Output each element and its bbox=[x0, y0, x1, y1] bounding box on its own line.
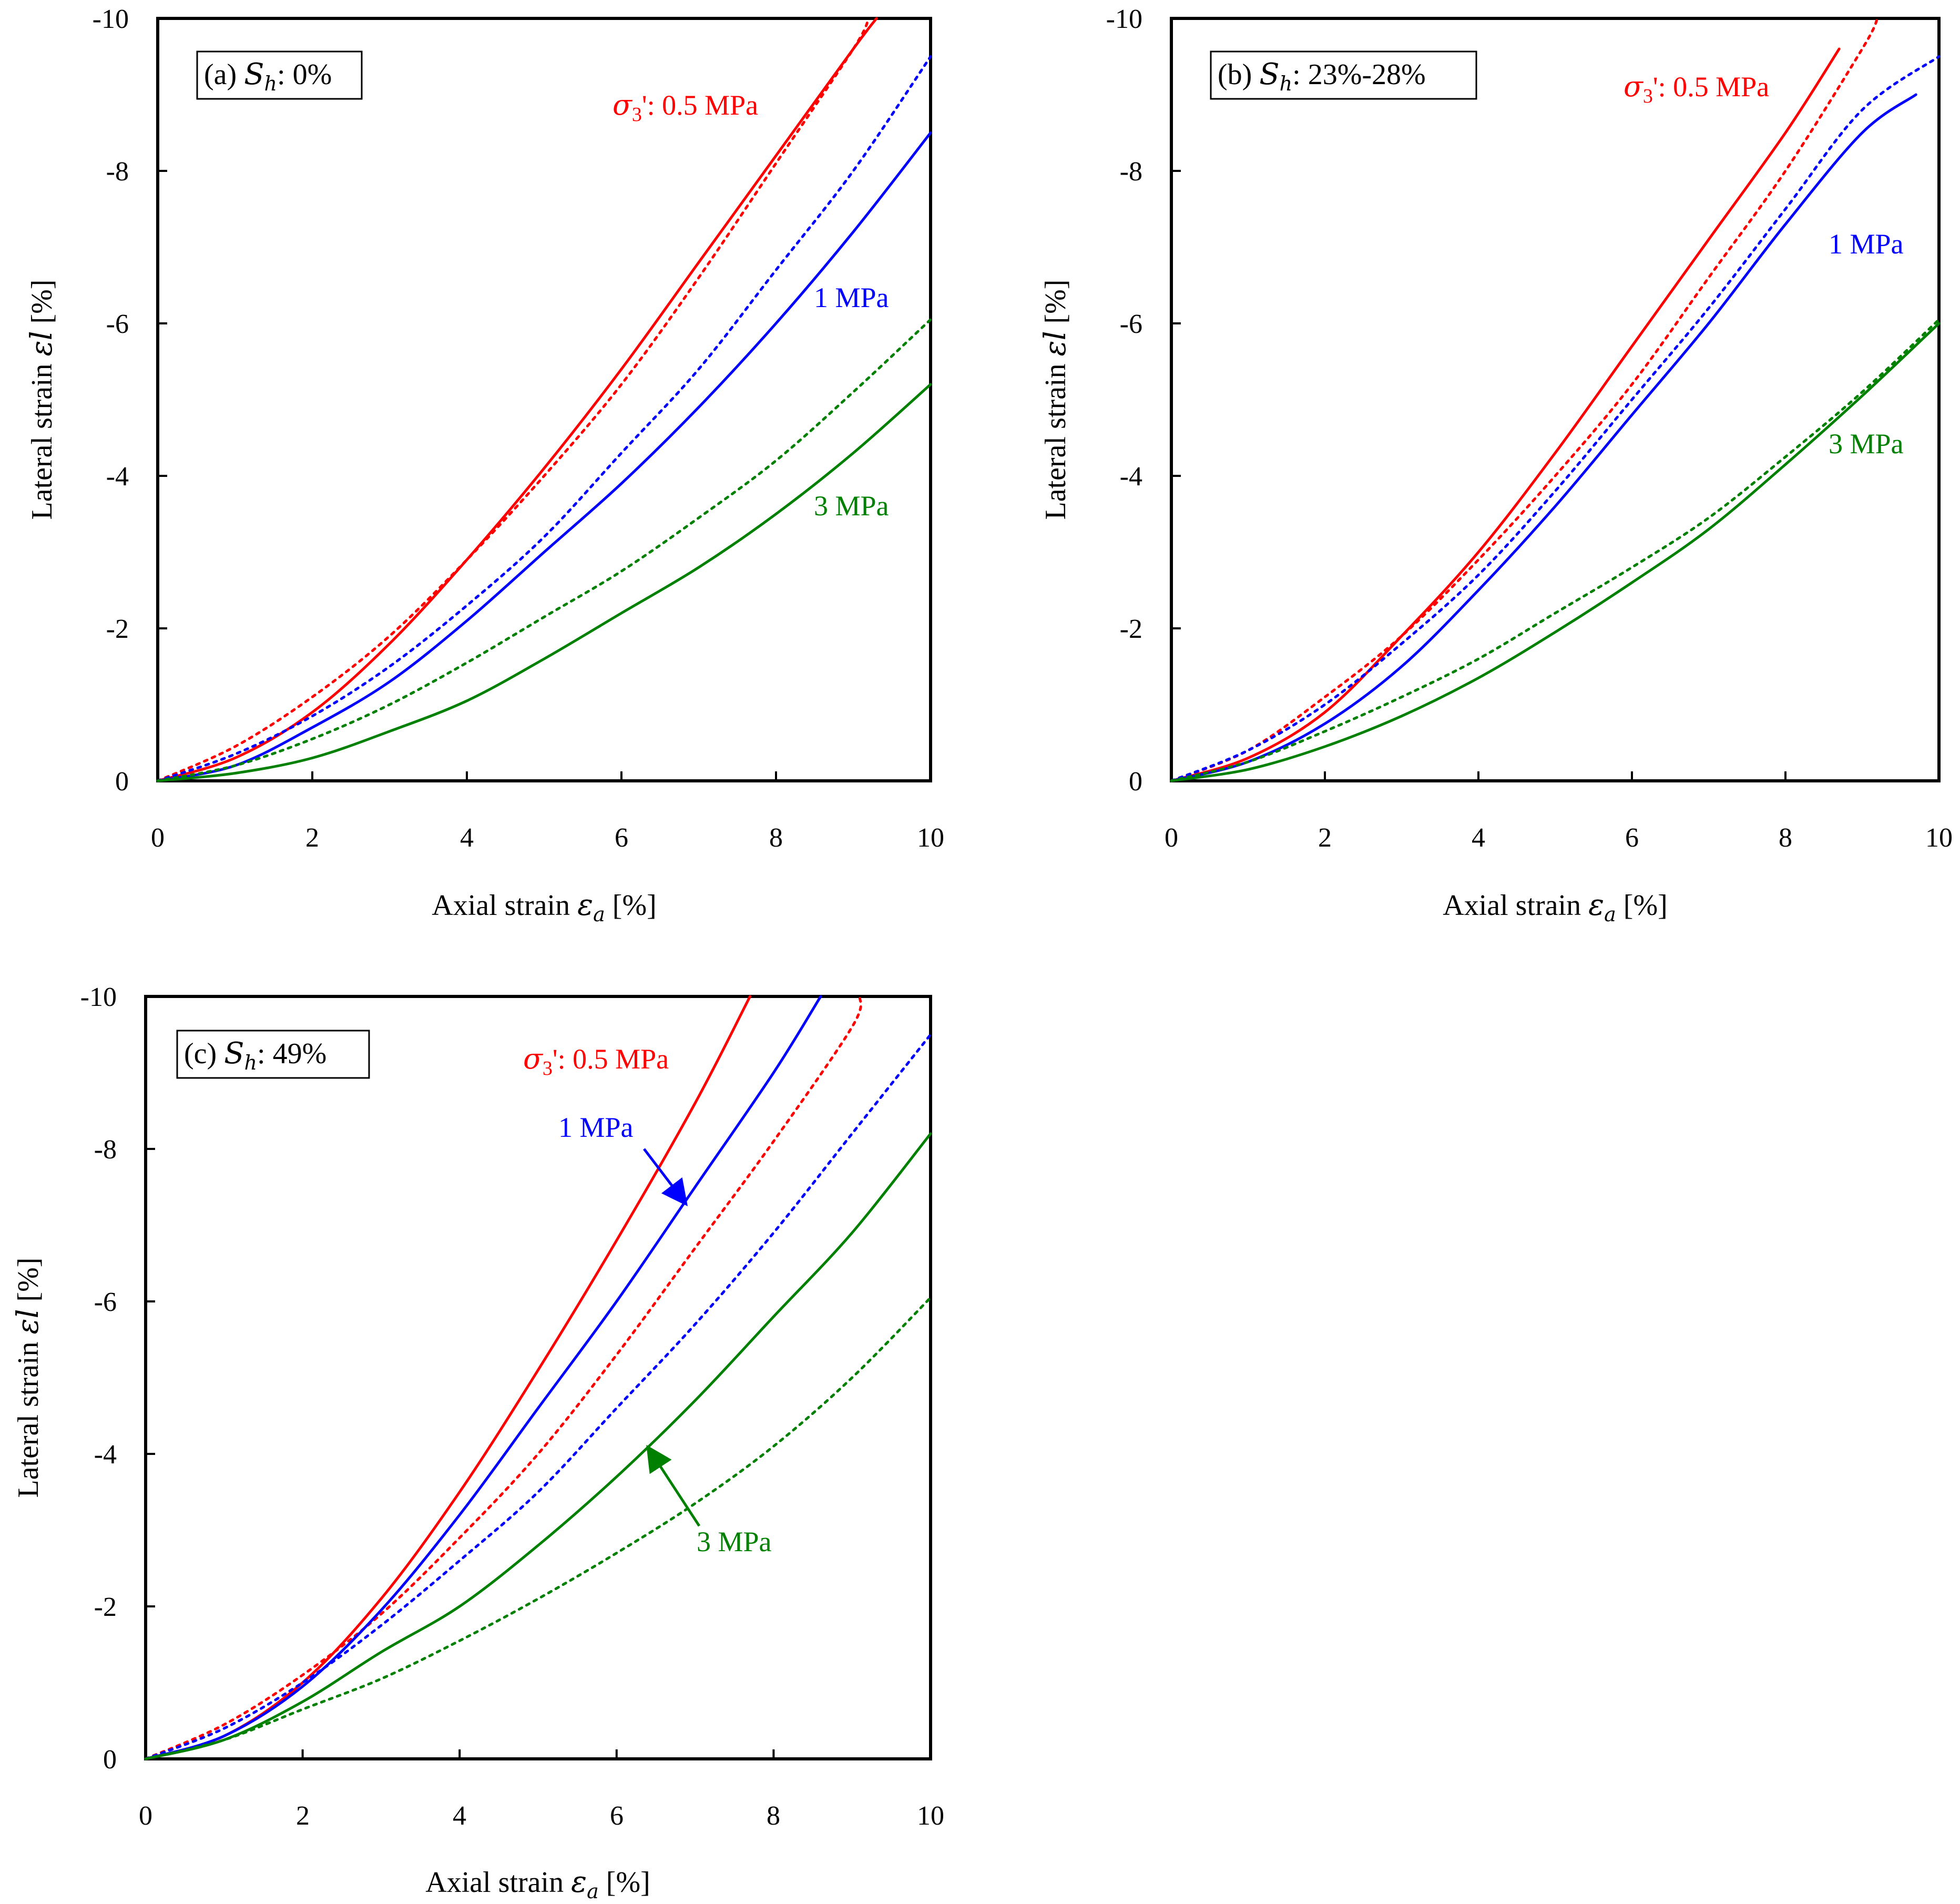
series-0p5mpa-solid bbox=[1170, 47, 1841, 782]
x-tick-label: 4 bbox=[453, 1801, 466, 1831]
label-1mpa: 1 MPa bbox=[1829, 228, 1904, 260]
y-axis-title: Lateral strain εl [%] bbox=[11, 1258, 45, 1498]
panel-label-box bbox=[196, 50, 363, 100]
x-tick-label: 8 bbox=[769, 823, 783, 853]
series-layer bbox=[144, 995, 932, 1760]
panel-label: (a) Sh: 0% bbox=[204, 57, 332, 95]
x-axis-title: Axial strain εa [%] bbox=[425, 1865, 650, 1903]
x-tick-label: 2 bbox=[296, 1801, 310, 1831]
y-axis-title: Lateral strain εl [%] bbox=[25, 280, 59, 520]
x-tick-label: 0 bbox=[139, 1801, 152, 1831]
x-tick-label: 6 bbox=[615, 823, 628, 853]
arrow-1mpa bbox=[643, 1148, 688, 1206]
panel-a: 0 -2 -4 -6 -8 -10 0 2 4 6 8 10 Axial str… bbox=[25, 4, 944, 926]
label-1mpa: 1 MPa bbox=[558, 1112, 634, 1143]
plot-frame bbox=[156, 17, 932, 782]
y-tick-label: -6 bbox=[1120, 309, 1142, 339]
y-tick-label: -2 bbox=[106, 614, 129, 644]
x-axis-title: Axial strain εa [%] bbox=[432, 888, 657, 926]
series-layer bbox=[156, 17, 932, 782]
sigma-label: σ3': 0.5 MPa bbox=[1624, 70, 1769, 107]
y-tick-label: 0 bbox=[115, 767, 129, 797]
label-3mpa: 3 MPa bbox=[1829, 428, 1904, 460]
series-1mpa-dotted bbox=[156, 55, 932, 782]
x-tick-label: 0 bbox=[151, 823, 165, 853]
panel-label: (b) Sh: 23%-28% bbox=[1218, 57, 1426, 95]
y-tick-label: -8 bbox=[106, 157, 129, 187]
series-0p5mpa-dotted bbox=[156, 17, 870, 782]
y-tick-label: -2 bbox=[1120, 614, 1142, 644]
label-3mpa: 3 MPa bbox=[814, 490, 889, 522]
series-layer bbox=[1170, 17, 1941, 782]
x-tick-label: 4 bbox=[460, 823, 474, 853]
panel-label-box bbox=[1210, 50, 1477, 100]
x-tick-label: 2 bbox=[1318, 823, 1332, 853]
y-tick-label: -8 bbox=[94, 1135, 117, 1165]
y-tick-labels: 0 -2 -4 -6 -8 -10 bbox=[1106, 4, 1142, 797]
x-tick-labels: 0 2 4 6 8 10 bbox=[1165, 823, 1953, 853]
series-3mpa-solid bbox=[144, 1132, 932, 1760]
arrow-3mpa bbox=[646, 1444, 701, 1527]
series-1mpa-dotted bbox=[1170, 55, 1941, 782]
x-tick-labels: 0 2 4 6 8 10 bbox=[139, 1801, 944, 1831]
axis-ticks bbox=[1170, 17, 1940, 782]
label-1mpa: 1 MPa bbox=[814, 282, 889, 313]
y-tick-label: 0 bbox=[103, 1745, 117, 1775]
x-tick-label: 8 bbox=[1779, 823, 1792, 853]
x-tick-label: 8 bbox=[767, 1801, 780, 1831]
series-1mpa-dotted bbox=[144, 1033, 932, 1760]
label-3mpa: 3 MPa bbox=[697, 1526, 772, 1557]
series-3mpa-dotted bbox=[156, 318, 932, 782]
x-tick-label: 4 bbox=[1472, 823, 1485, 853]
series-0p5mpa-dotted bbox=[144, 995, 862, 1760]
axis-ticks bbox=[145, 995, 932, 1760]
axis-ticks bbox=[157, 17, 932, 782]
y-tick-label: -4 bbox=[94, 1440, 117, 1470]
x-tick-label: 2 bbox=[305, 823, 319, 853]
series-1mpa-solid bbox=[156, 131, 932, 782]
series-1mpa-solid bbox=[1170, 93, 1917, 782]
panel-b: 0 -2 -4 -6 -8 -10 0 2 4 6 8 10 Axial str… bbox=[1038, 4, 1953, 926]
x-tick-label: 6 bbox=[1625, 823, 1639, 853]
sigma-label: σ3': 0.5 MPa bbox=[523, 1042, 669, 1080]
panel-label: (c) Sh: 49% bbox=[184, 1036, 326, 1074]
sigma-label: σ3': 0.5 MPa bbox=[612, 88, 758, 126]
x-tick-labels: 0 2 4 6 8 10 bbox=[151, 823, 944, 853]
series-1mpa-solid bbox=[144, 995, 822, 1760]
x-axis-title: Axial strain εa [%] bbox=[1443, 888, 1668, 926]
plot-frame bbox=[144, 995, 932, 1760]
panel-label-box bbox=[176, 1030, 370, 1079]
x-tick-label: 0 bbox=[1165, 823, 1178, 853]
y-tick-labels: 0 -2 -4 -6 -8 -10 bbox=[93, 4, 129, 797]
y-tick-labels: 0 -2 -4 -6 -8 -10 bbox=[80, 982, 117, 1775]
y-tick-label: -8 bbox=[1120, 157, 1142, 187]
x-tick-label: 10 bbox=[1925, 823, 1953, 853]
y-tick-label: 0 bbox=[1129, 767, 1142, 797]
y-tick-label: -10 bbox=[1106, 4, 1142, 34]
plot-frame bbox=[1170, 17, 1941, 782]
series-3mpa-dotted bbox=[144, 1296, 932, 1760]
series-3mpa-solid bbox=[156, 383, 932, 782]
y-tick-label: -4 bbox=[1120, 462, 1142, 492]
series-0p5mpa-dotted bbox=[1170, 17, 1879, 782]
y-tick-label: -10 bbox=[93, 4, 129, 34]
x-tick-label: 10 bbox=[917, 1801, 944, 1831]
panel-c: 0 -2 -4 -6 -8 -10 0 2 4 6 8 10 Axial str… bbox=[11, 982, 944, 1903]
series-3mpa-dotted bbox=[1170, 318, 1941, 782]
series-0p5mpa-solid bbox=[156, 17, 878, 782]
series-0p5mpa-solid bbox=[144, 995, 752, 1760]
series-3mpa-solid bbox=[1170, 322, 1941, 782]
y-axis-title: Lateral strain εl [%] bbox=[1038, 280, 1073, 520]
x-tick-label: 6 bbox=[610, 1801, 624, 1831]
y-tick-label: -6 bbox=[106, 309, 129, 339]
y-tick-label: -10 bbox=[80, 982, 117, 1012]
x-tick-label: 10 bbox=[917, 823, 944, 853]
y-tick-label: -4 bbox=[106, 462, 129, 492]
y-tick-label: -6 bbox=[94, 1287, 117, 1317]
y-tick-label: -2 bbox=[94, 1592, 117, 1622]
